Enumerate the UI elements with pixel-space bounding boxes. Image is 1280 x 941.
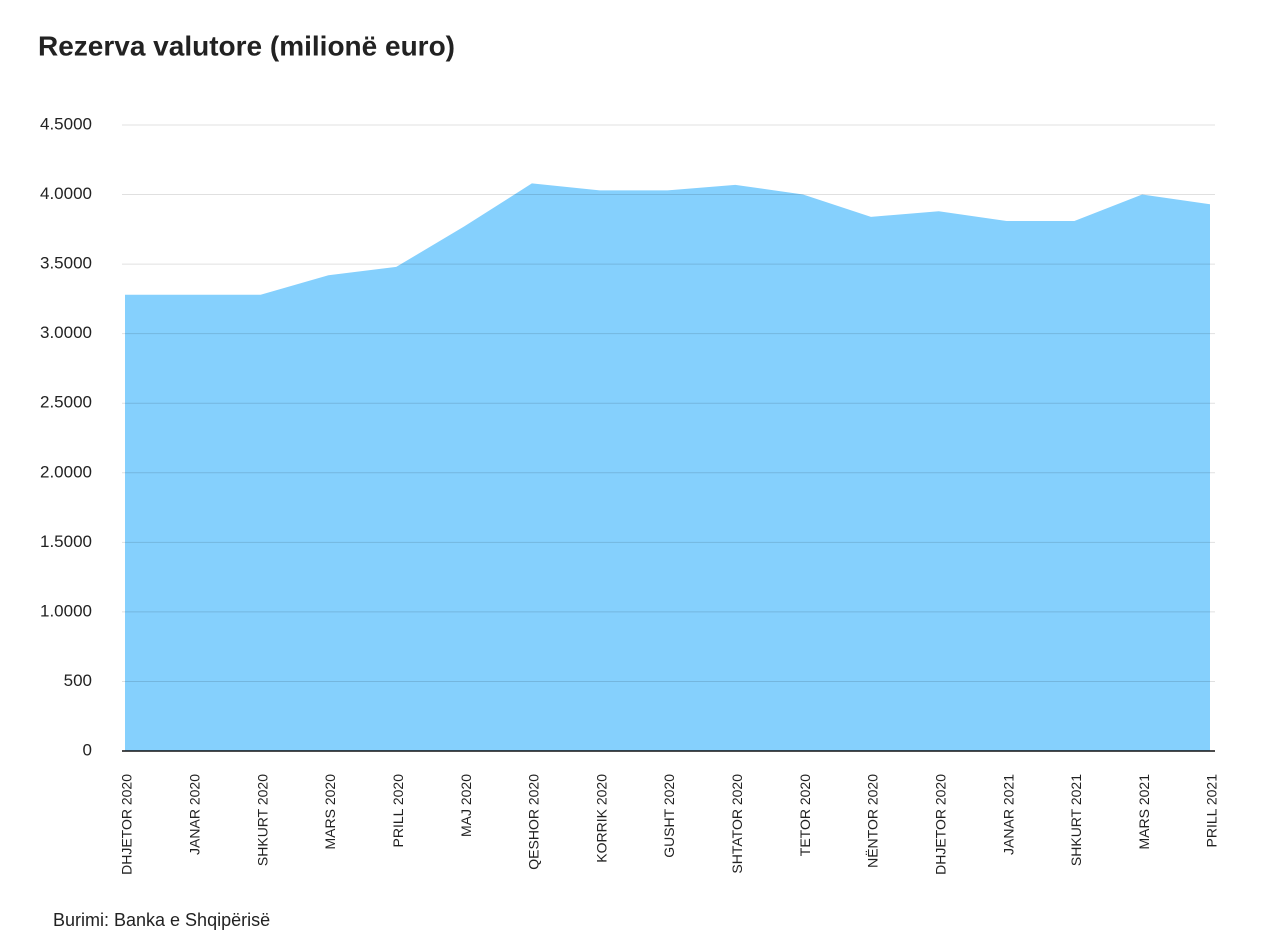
x-tick-label: MAJ 2020 <box>458 774 474 837</box>
x-tick-label: DHJETOR 2020 <box>932 774 948 875</box>
y-tick-label: 3.0000 <box>40 323 92 342</box>
x-tick-label: JANAR 2020 <box>187 774 203 855</box>
x-tick-label: JANAR 2021 <box>1000 774 1016 855</box>
y-tick-label: 4.0000 <box>40 184 92 203</box>
x-tick-label: MARS 2020 <box>322 774 338 850</box>
x-tick-label: MARS 2021 <box>1136 774 1152 850</box>
y-tick-label: 1.5000 <box>40 532 92 551</box>
x-tick-label: KORRIK 2020 <box>593 774 609 863</box>
x-tick-label: SHKURT 2021 <box>1068 774 1084 866</box>
x-tick-label: SHTATOR 2020 <box>729 774 745 874</box>
area <box>125 183 1210 752</box>
x-tick-label: SHKURT 2020 <box>254 774 270 866</box>
x-tick-label: PRILL 2021 <box>1204 774 1220 848</box>
x-tick-label: GUSHT 2020 <box>661 774 677 858</box>
y-tick-label: 2.0000 <box>40 462 92 481</box>
x-tick-label: TETOR 2020 <box>797 774 813 856</box>
x-tick-label: QESHOR 2020 <box>526 774 542 870</box>
y-tick-label: 0 <box>83 740 92 759</box>
y-tick-label: 4.5000 <box>40 114 92 133</box>
x-tick-label: PRILL 2020 <box>390 774 406 848</box>
x-tick-label: DHJETOR 2020 <box>119 774 135 875</box>
source: Burimi: Banka e Shqipërisë <box>53 910 270 930</box>
y-tick-label: 3.5000 <box>40 254 92 273</box>
y-tick-label: 2.5000 <box>40 393 92 412</box>
chart-title: Rezerva valutore (milionë euro) <box>38 30 455 61</box>
y-tick-label: 1.0000 <box>40 601 92 620</box>
x-tick-label: NËNTOR 2020 <box>865 774 881 868</box>
y-tick-label: 500 <box>64 671 92 690</box>
